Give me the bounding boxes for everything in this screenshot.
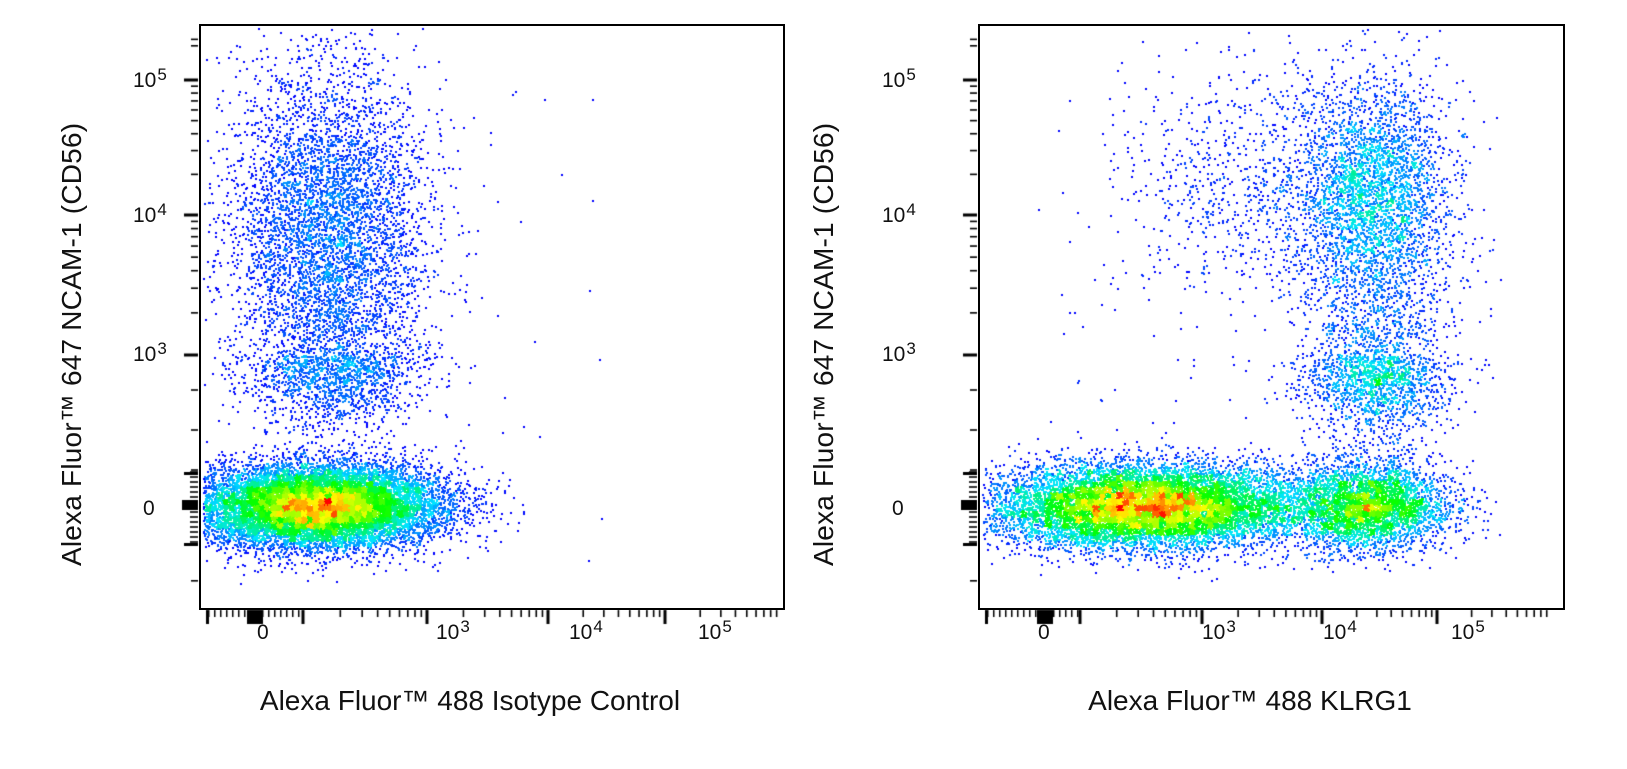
left-y-tick-0: 0 bbox=[143, 497, 155, 520]
right-scatter-plot bbox=[780, 0, 1627, 769]
left-y-axis-label: Alexa Fluor™ 647 NCAM-1 (CD56) bbox=[56, 122, 87, 566]
right-x-tick-1e5: 105 bbox=[1451, 617, 1485, 644]
left-y-tick-1e4: 104 bbox=[133, 200, 167, 227]
right-x-axis-label: Alexa Fluor™ 488 KLRG1 bbox=[1088, 685, 1412, 716]
left-x-tick-1e3: 103 bbox=[436, 617, 470, 644]
right-x-tick-1e3: 103 bbox=[1202, 617, 1236, 644]
left-x-axis-label: Alexa Fluor™ 488 Isotype Control bbox=[259, 685, 681, 716]
left-scatter-plot bbox=[0, 0, 800, 769]
left-x-tick-1e5: 105 bbox=[698, 617, 732, 644]
right-plot-panel: Alexa Fluor™ 647 NCAM-1 (CD56) Alexa Flu… bbox=[780, 0, 1627, 769]
right-y-axis-label: Alexa Fluor™ 647 NCAM-1 (CD56) bbox=[808, 122, 839, 566]
right-y-tick-1e4: 104 bbox=[882, 200, 916, 227]
right-y-tick-1e3: 103 bbox=[882, 339, 916, 366]
right-x-tick-0: 0 bbox=[1038, 621, 1050, 644]
right-y-tick-0: 0 bbox=[892, 497, 904, 520]
right-x-tick-1e4: 104 bbox=[1323, 617, 1357, 644]
left-plot-panel: Alexa Fluor™ 647 NCAM-1 (CD56) Alexa Flu… bbox=[0, 0, 800, 769]
left-x-tick-1e4: 104 bbox=[569, 617, 603, 644]
left-y-tick-1e3: 103 bbox=[133, 339, 167, 366]
left-x-tick-0: 0 bbox=[257, 621, 269, 644]
left-y-tick-1e5: 105 bbox=[133, 65, 167, 92]
right-y-tick-1e5: 105 bbox=[882, 65, 916, 92]
